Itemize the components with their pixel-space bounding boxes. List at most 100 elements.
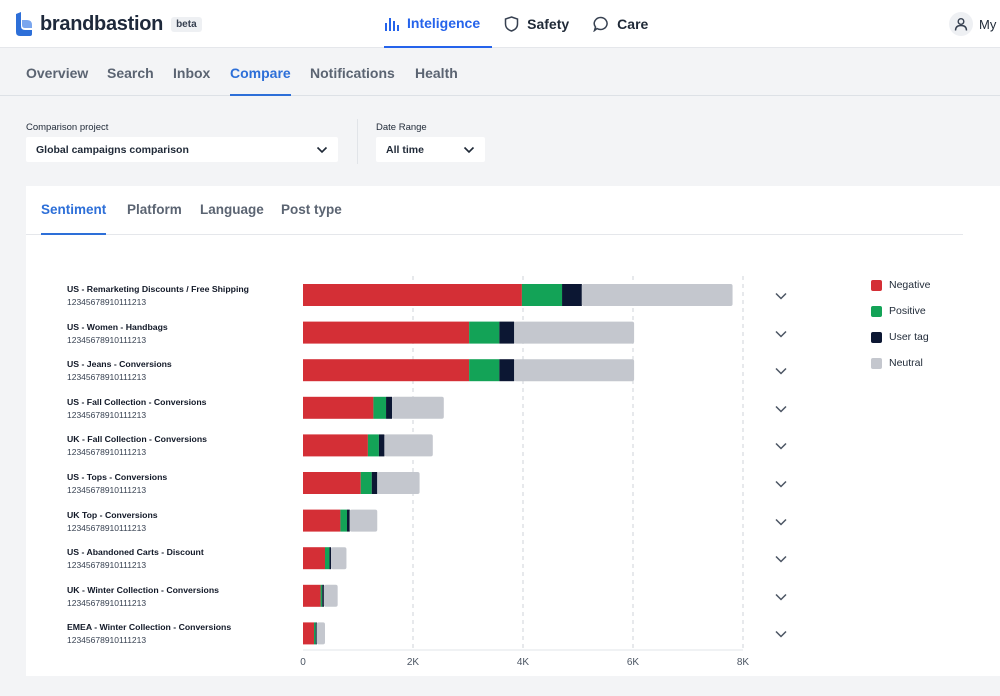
bar-segment-positive[interactable] bbox=[521, 284, 563, 306]
bar-segment-neutral[interactable] bbox=[392, 396, 444, 419]
bar-segment-neutral[interactable] bbox=[331, 547, 347, 570]
bar-segment-neutral[interactable] bbox=[581, 284, 733, 306]
x-tick-label: 2K bbox=[407, 657, 420, 668]
row-id: 12345678910111213 bbox=[67, 635, 147, 646]
project-select[interactable]: Global campaigns comparison bbox=[26, 137, 338, 162]
bar-segment-negative[interactable] bbox=[303, 434, 368, 457]
x-tick-label: 6K bbox=[627, 657, 640, 668]
expand-row-chevron-icon[interactable] bbox=[773, 326, 789, 342]
bar-segment-neutral[interactable] bbox=[514, 321, 635, 344]
project-label: Comparison project bbox=[26, 122, 109, 133]
bar-segment-user-tag[interactable] bbox=[329, 547, 332, 570]
bar-segment-user-tag[interactable] bbox=[378, 434, 385, 457]
row-title: UK - Winter Collection - Conversions bbox=[67, 584, 219, 595]
bar-segment-negative[interactable] bbox=[303, 359, 470, 382]
bar-segment-negative[interactable] bbox=[303, 321, 470, 344]
tab-platform[interactable]: Platform bbox=[127, 202, 182, 217]
bar-segment-user-tag[interactable] bbox=[499, 359, 515, 382]
card-tabs: Sentiment Platform Language Post type bbox=[26, 186, 963, 235]
bar-segment-negative[interactable] bbox=[303, 472, 361, 494]
date-range-value: All time bbox=[386, 143, 424, 156]
row-id: 12345678910111213 bbox=[67, 372, 147, 383]
nav-intelligence-label: Inteligence bbox=[407, 15, 481, 31]
row-id: 12345678910111213 bbox=[67, 522, 147, 533]
legend-item-user-tag[interactable]: User tag bbox=[871, 331, 929, 343]
bar-segment-user-tag[interactable] bbox=[386, 396, 393, 419]
tab-health[interactable]: Health bbox=[415, 65, 458, 81]
row-title: US - Abandoned Carts - Discount bbox=[67, 547, 204, 558]
bar-segment-negative[interactable] bbox=[303, 584, 321, 607]
nav-care-label: Care bbox=[617, 16, 649, 32]
bar-segment-negative[interactable] bbox=[303, 622, 314, 645]
expand-row-chevron-icon[interactable] bbox=[773, 476, 789, 492]
bar-segment-neutral[interactable] bbox=[316, 622, 325, 645]
tab-inbox[interactable]: Inbox bbox=[173, 65, 211, 81]
tab-notifications[interactable]: Notifications bbox=[310, 65, 395, 81]
legend-swatch bbox=[871, 331, 882, 343]
row-id: 12345678910111213 bbox=[67, 597, 147, 608]
bar-segment-neutral[interactable] bbox=[349, 509, 378, 532]
chevron-down-icon bbox=[316, 146, 328, 153]
sentiment-card: Sentiment Platform Language Post type bbox=[26, 186, 1000, 676]
row-id: 12345678910111213 bbox=[67, 447, 147, 458]
chevron-down-icon bbox=[463, 146, 475, 153]
bar-segment-negative[interactable] bbox=[303, 547, 325, 570]
bar-segment-neutral[interactable] bbox=[384, 434, 433, 457]
bar-segment-negative[interactable] bbox=[303, 509, 341, 532]
bar-segment-positive[interactable] bbox=[340, 509, 347, 532]
bar-segment-positive[interactable] bbox=[325, 547, 330, 570]
legend-label: Neutral bbox=[889, 357, 923, 369]
row-title: UK - Fall Collection - Conversions bbox=[67, 434, 207, 445]
sub-nav: Overview Search Inbox Compare Notificati… bbox=[0, 49, 1000, 96]
bar-segment-neutral[interactable] bbox=[377, 472, 420, 494]
tab-post-type[interactable]: Post type bbox=[281, 202, 342, 217]
bar-segment-positive[interactable] bbox=[373, 396, 387, 419]
bar-segment-positive[interactable] bbox=[469, 321, 500, 344]
expand-row-chevron-icon[interactable] bbox=[773, 363, 789, 379]
expand-row-chevron-icon[interactable] bbox=[773, 589, 789, 605]
beta-badge: beta bbox=[171, 16, 202, 32]
bar-segment-user-tag[interactable] bbox=[315, 622, 317, 645]
legend-item-negative[interactable]: Negative bbox=[871, 279, 930, 291]
brand-logo[interactable]: brandbastion beta bbox=[14, 12, 202, 36]
expand-row-chevron-icon[interactable] bbox=[773, 401, 789, 417]
bar-segment-negative[interactable] bbox=[303, 396, 374, 419]
bar-segment-positive[interactable] bbox=[314, 622, 316, 645]
row-id: 12345678910111213 bbox=[67, 334, 147, 345]
main-nav: Inteligence Safety Care bbox=[384, 0, 660, 48]
bar-segment-user-tag[interactable] bbox=[322, 584, 324, 607]
row-title: US - Fall Collection - Conversions bbox=[67, 396, 207, 407]
expand-row-chevron-icon[interactable] bbox=[773, 288, 789, 304]
bar-segment-user-tag[interactable] bbox=[347, 509, 350, 532]
bar-segment-positive[interactable] bbox=[360, 472, 372, 494]
bar-segment-positive[interactable] bbox=[367, 434, 379, 457]
bar-segment-neutral[interactable] bbox=[323, 584, 338, 607]
top-bar: brandbastion beta Inteligence Safety Car… bbox=[0, 0, 1000, 48]
nav-intelligence[interactable]: Inteligence bbox=[384, 0, 493, 48]
row-title: US - Women - Handbags bbox=[67, 321, 168, 332]
bar-segment-neutral[interactable] bbox=[514, 359, 635, 382]
bar-chart-icon bbox=[385, 17, 399, 31]
legend-item-positive[interactable]: Positive bbox=[871, 305, 926, 317]
nav-safety[interactable]: Safety bbox=[492, 0, 581, 48]
tab-language[interactable]: Language bbox=[200, 202, 264, 217]
shield-icon bbox=[504, 16, 519, 32]
bar-segment-user-tag[interactable] bbox=[499, 321, 515, 344]
tab-sentiment[interactable]: Sentiment bbox=[41, 202, 107, 235]
tab-compare[interactable]: Compare bbox=[230, 49, 291, 96]
expand-row-chevron-icon[interactable] bbox=[773, 626, 789, 642]
bar-segment-user-tag[interactable] bbox=[562, 284, 582, 306]
bar-segment-positive[interactable] bbox=[469, 359, 500, 382]
bar-segment-positive[interactable] bbox=[320, 584, 323, 607]
tab-search[interactable]: Search bbox=[107, 65, 154, 81]
nav-care[interactable]: Care bbox=[581, 0, 660, 48]
date-range-select[interactable]: All time bbox=[376, 137, 485, 162]
expand-row-chevron-icon[interactable] bbox=[773, 438, 789, 454]
bar-segment-negative[interactable] bbox=[303, 284, 522, 306]
legend-item-neutral[interactable]: Neutral bbox=[871, 357, 923, 369]
account-menu[interactable]: My a bbox=[949, 12, 1000, 36]
tab-overview[interactable]: Overview bbox=[26, 65, 89, 81]
bar-segment-user-tag[interactable] bbox=[371, 472, 378, 494]
expand-row-chevron-icon[interactable] bbox=[773, 551, 789, 567]
expand-row-chevron-icon[interactable] bbox=[773, 514, 789, 530]
